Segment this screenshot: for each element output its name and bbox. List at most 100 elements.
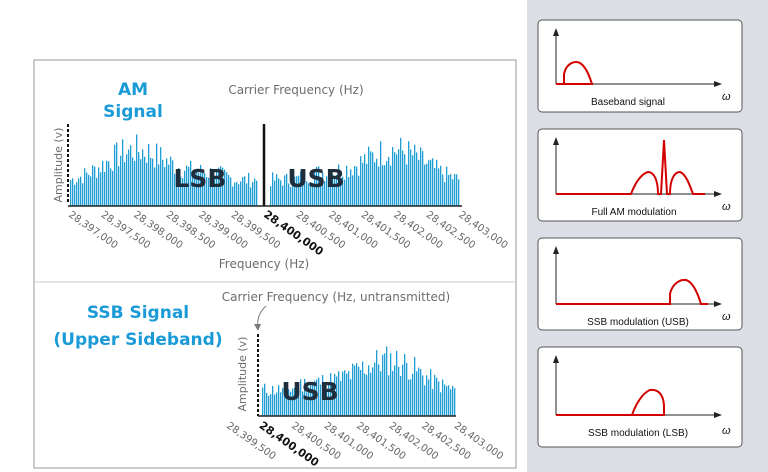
spectrum-bar [204,173,206,206]
spectrum-bar [422,151,424,206]
spectrum-bar [362,361,364,416]
spectrum-bar [446,386,448,416]
spectrum-bar [440,392,442,416]
spectrum-bar [110,168,112,206]
spectrum-bar [172,160,174,206]
spectrum-bar [416,371,418,416]
spectrum-bar [284,384,286,416]
spectrum-bar [196,171,198,206]
spectrum-bar [274,394,276,416]
spectrum-bar [252,181,254,206]
spectrum-bar [330,180,332,206]
full-am-panel: ω Full AM modulation [537,128,743,222]
spectrum-bar [390,165,392,206]
spectrum-bar [392,146,394,206]
spectrum-bar [324,181,326,206]
spectrum-bar [404,154,406,206]
spectrum-bar [242,177,244,206]
spectrum-bar [150,157,152,206]
spectrum-bar [364,373,366,416]
spectrum-bar [448,175,450,206]
spectrum-bar [292,185,294,206]
spectrum-bar [224,169,226,206]
spectrum-bar [342,176,344,206]
spectrum-bar [384,165,386,206]
spectrum-bar [324,390,326,416]
spectrum-bar [378,166,380,206]
spectrum-bar [456,174,458,206]
spectrum-bar [184,170,186,206]
spectrum-bar [74,184,76,206]
spectrum-bar [362,162,364,206]
spectrum-bar [318,166,320,206]
baseband-caption: Baseband signal [591,97,665,108]
spectrum-bar [86,172,88,206]
spectrum-bar [414,357,416,416]
spectrum-bar [270,186,272,206]
spectrum-bar [368,146,370,206]
spectrum-bar [208,177,210,206]
spectrum-bar [234,182,236,206]
full-am-y-arrow [553,137,559,145]
spectrum-bar [100,172,102,206]
spectrum-bar [262,387,264,416]
spectrum-bar [402,150,404,206]
spectrum-bar [444,182,446,206]
ssb-usb-omega: ω [722,311,731,323]
spectrum-bar [328,172,330,206]
spectrum-bar [420,147,422,206]
spectrum-bar [302,181,304,206]
spectrum-bar [306,181,308,206]
spectrum-bar [132,157,134,206]
spectrum-bar [366,163,368,206]
spectrum-bar [384,353,386,416]
spectrum-bar [346,165,348,206]
am-usb-label: USB [287,164,344,193]
spectrum-bar [78,178,80,206]
spectrum-bar [394,152,396,206]
spectrum-bar [406,362,408,416]
spectrum-bar [298,175,300,206]
spectrum-bar [138,152,140,206]
ssb-lsb-x-arrow [714,412,722,418]
spectrum-bar [412,373,414,416]
spectrum-bar [154,167,156,206]
spectrum-bar [436,159,438,206]
spectrum-bar [122,139,124,206]
spectrum-bar [332,174,334,206]
spectrum-bar [166,158,168,206]
spectrum-bar [364,154,366,206]
spectrum-bar [404,354,406,416]
spectrum-bar [454,174,456,206]
spectrum-bar [350,169,352,206]
spectrum-bar [356,166,358,206]
spectrum-bar [382,165,384,206]
spectrum-bar [312,381,314,416]
spectrum-bar [264,383,266,416]
spectrum-bar [368,365,370,416]
spectrum-bar [174,173,176,206]
spectrum-bar [280,180,282,206]
spectrum-bar [112,170,114,206]
baseband-x-arrow [714,81,722,87]
spectrum-bar [350,379,352,416]
spectrum-bar [434,374,436,416]
spectrum-bar [410,149,412,206]
spectrum-bar [226,172,228,206]
spectrum-bar [272,172,274,206]
spectrum-bar [310,182,312,206]
spectrum-bar [286,173,288,206]
spectrum-bar [342,371,344,416]
spectrum-bar [418,367,420,416]
spectrum-bar [84,168,86,206]
ssb-usb-label: USB [281,377,338,406]
spectrum-bar [396,154,398,206]
spectrum-bar [390,353,392,416]
spectrum-bar [422,375,424,416]
spectrum-bar [386,346,388,416]
spectrum-bar [282,185,284,206]
spectrum-bar [426,163,428,206]
spectrum-bar [90,176,92,206]
full-am-x-arrow [714,191,722,197]
spectrum-bar [288,389,290,416]
